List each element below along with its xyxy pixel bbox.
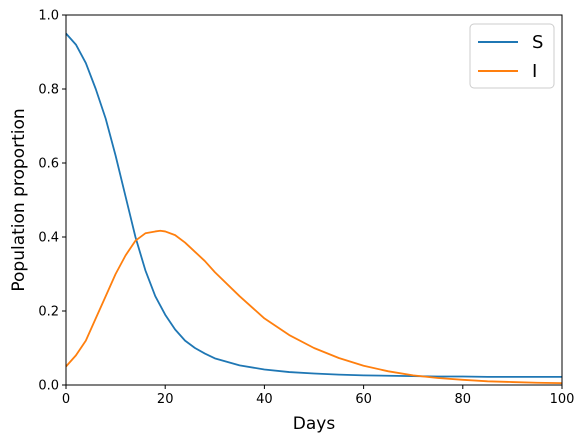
x-tick-label: 60 <box>355 392 372 407</box>
y-tick-label: 0.4 <box>38 231 59 246</box>
y-tick-label: 0.8 <box>38 83 59 98</box>
series-line-S <box>65 32 562 378</box>
x-axis-ticks: 0 20 40 60 80 100 <box>62 385 575 407</box>
series-group <box>65 32 563 385</box>
x-axis-label: Days <box>293 414 336 434</box>
x-tick-label: 40 <box>256 392 273 407</box>
y-axis-label: Population proportion <box>9 108 29 291</box>
x-tick-label: 0 <box>62 392 70 407</box>
x-tick-label: 80 <box>455 392 472 407</box>
legend-label-S: S <box>532 32 543 53</box>
legend-label-I: I <box>532 61 537 82</box>
y-tick-label: 0.0 <box>38 379 59 394</box>
legend: SI <box>469 23 555 89</box>
y-tick-label: 0.2 <box>38 305 59 320</box>
y-tick-label: 0.6 <box>38 157 59 172</box>
y-tick-label: 1.0 <box>38 9 59 24</box>
x-tick-label: 100 <box>550 392 575 407</box>
y-axis-ticks: 0.0 0.2 0.4 0.6 0.8 1.0 <box>38 9 66 394</box>
series-line-I <box>65 229 563 385</box>
plot-frame <box>65 14 563 386</box>
x-tick-label: 20 <box>157 392 174 407</box>
